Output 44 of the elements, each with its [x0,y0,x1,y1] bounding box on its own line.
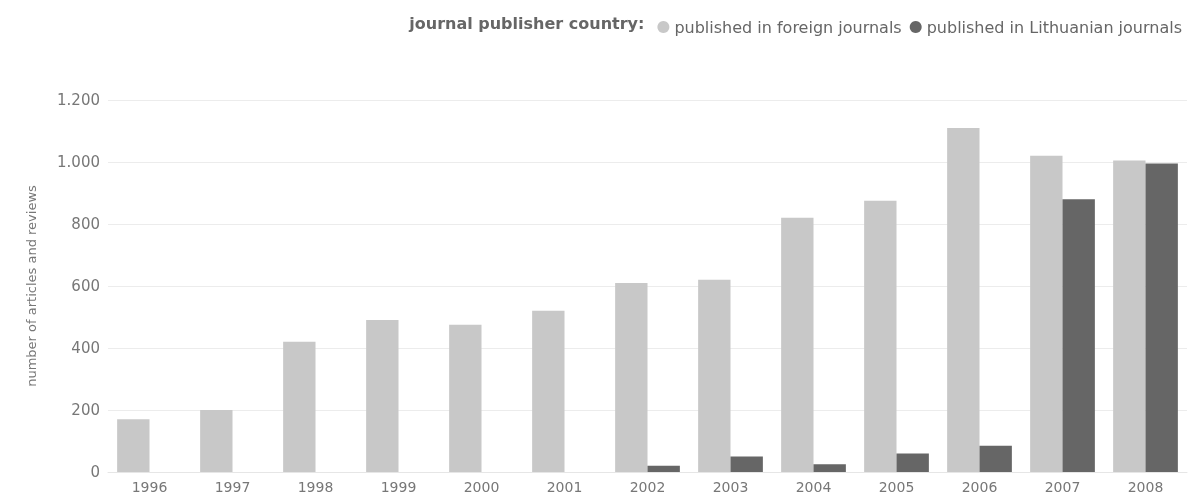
legend-label: published in Lithuanian journals [926,17,1182,37]
x-tick-label: 2002 [629,479,666,495]
x-tick-label: 2001 [546,479,583,495]
bar [1030,155,1063,472]
bar [947,127,980,472]
x-tick-label: 1997 [214,479,251,495]
legend-label: published in foreign journals [674,17,902,37]
y-tick-label: 1.000 [57,153,100,171]
bar [1113,160,1146,472]
bar [1145,163,1178,472]
bar [730,456,763,472]
y-tick-label: 400 [71,339,100,357]
x-tick-label: 1998 [297,479,334,495]
bar [532,310,565,472]
bar [647,465,680,472]
x-tick-label: 1999 [380,479,417,495]
x-tick-label: 2007 [1044,479,1081,495]
bar [283,341,316,472]
bar [1062,199,1095,472]
bar [449,324,482,472]
x-tick-label: 2004 [795,479,832,495]
x-tick-label: 2005 [878,479,915,495]
x-tick-label: 2008 [1127,479,1164,495]
x-tick-label: 2000 [463,479,500,495]
bar [117,419,150,472]
bar [979,445,1012,472]
bar [781,217,814,472]
bar [864,200,897,472]
y-axis-title: number of articles and reviews [24,184,39,387]
y-tick-label: 600 [71,277,100,295]
x-tick-label: 2003 [712,479,749,495]
bar [896,453,929,472]
bar [200,410,233,472]
bar [698,279,731,472]
bar [813,464,846,472]
x-tick-label: 1996 [131,479,168,495]
y-tick-label: 800 [71,215,100,233]
y-tick-label: 200 [71,401,100,419]
x-tick-label: 2006 [961,479,998,495]
y-tick-label: 0 [90,463,100,481]
legend-title: journal publisher country: [408,13,645,33]
bar [615,282,648,472]
y-tick-label: 1.200 [57,91,100,109]
bar [366,320,399,472]
